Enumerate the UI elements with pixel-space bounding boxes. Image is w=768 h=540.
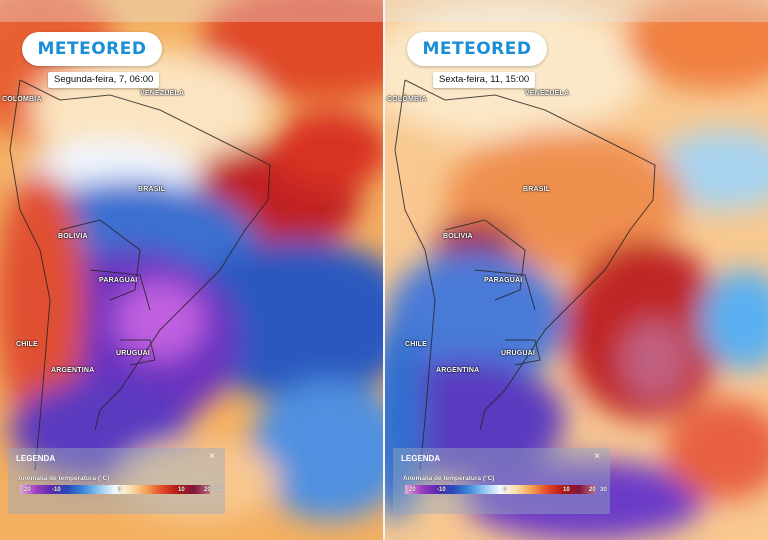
logo-text: METEORED — [37, 39, 147, 59]
map-top-bar — [385, 0, 768, 22]
legend-tick: 20 — [204, 487, 211, 493]
map-panel-right[interactable]: METEORED Sexta-feira, 11, 15:00 COLÔMBIA… — [385, 0, 768, 540]
country-label-chile: CHILE — [405, 341, 427, 348]
meteored-logo: METEORED — [22, 32, 162, 66]
legend-tick: -20 — [22, 487, 31, 493]
legend-subtitle: Anomalia de temperatura (°C) — [18, 475, 110, 482]
country-label-uruguai: URUGUAI — [116, 350, 151, 357]
legend-tick: 10 — [563, 487, 570, 493]
legend-tick: -20 — [407, 487, 416, 493]
country-label-bolivia: BOLÍVIA — [58, 233, 88, 240]
close-icon[interactable]: × — [209, 451, 215, 462]
legend-panel: LEGENDA × Anomalia de temperatura (°C) -… — [393, 448, 610, 514]
country-label-brasil: BRASIL — [138, 186, 166, 193]
meteored-logo: METEORED — [407, 32, 547, 66]
legend-title: LEGENDA — [16, 454, 56, 463]
legend-subtitle: Anomalia de temperatura (°C) — [403, 475, 495, 482]
legend-tick: 10 — [178, 487, 185, 493]
country-label-argentina: ARGENTINA — [436, 367, 480, 374]
country-label-venezuela: VENEZUELA — [525, 90, 570, 97]
temperature-anomaly-map-right — [385, 0, 768, 540]
country-label-uruguai: URUGUAI — [501, 350, 536, 357]
map-top-bar — [0, 0, 383, 22]
legend-color-bar — [405, 485, 595, 494]
legend-tick: 0 — [118, 487, 122, 493]
map-panel-left[interactable]: METEORED Segunda-feira, 7, 06:00 COLÔMBI… — [0, 0, 383, 540]
legend-title: LEGENDA — [401, 454, 441, 463]
legend-tick: 30 — [215, 487, 222, 493]
panel-divider — [383, 0, 385, 540]
country-label-argentina: ARGENTINA — [51, 367, 95, 374]
country-label-venezuela: VENEZUELA — [140, 90, 185, 97]
legend-tick: 20 — [589, 487, 596, 493]
legend-tick: -10 — [52, 487, 61, 493]
logo-text: METEORED — [422, 39, 532, 59]
forecast-date-label: Segunda-feira, 7, 06:00 — [48, 72, 160, 88]
country-label-chile: CHILE — [16, 341, 38, 348]
legend-color-bar — [20, 485, 210, 494]
legend-panel: LEGENDA × Anomalia de temperatura (°C) -… — [8, 448, 225, 514]
legend-tick: 30 — [600, 487, 607, 493]
forecast-date-label: Sexta-feira, 11, 15:00 — [433, 72, 536, 88]
country-label-bolivia: BOLÍVIA — [443, 233, 473, 240]
close-icon[interactable]: × — [594, 451, 600, 462]
country-label-colombia: COLÔMBIA — [2, 96, 42, 103]
country-label-paraguai: PARAGUAI — [99, 277, 138, 284]
country-label-colombia: COLÔMBIA — [387, 96, 427, 103]
legend-tick: -10 — [437, 487, 446, 493]
country-label-brasil: BRASIL — [523, 186, 551, 193]
legend-tick: 0 — [503, 487, 507, 493]
country-label-paraguai: PARAGUAI — [484, 277, 523, 284]
